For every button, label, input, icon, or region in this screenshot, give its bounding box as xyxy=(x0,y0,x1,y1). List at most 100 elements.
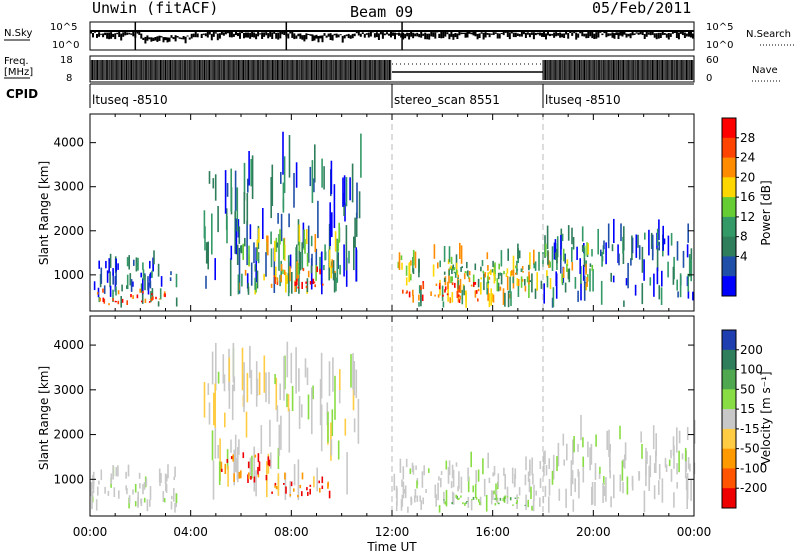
data-streak xyxy=(132,295,134,299)
data-streak xyxy=(278,424,281,456)
data-streak xyxy=(165,476,167,489)
data-streak xyxy=(606,430,608,450)
data-streak xyxy=(498,263,500,270)
colorbar-swatch xyxy=(722,157,736,178)
data-streak xyxy=(355,212,358,237)
data-streak xyxy=(693,419,696,444)
data-streak xyxy=(102,297,105,302)
data-streak xyxy=(686,427,689,440)
data-streak xyxy=(224,170,227,214)
data-streak xyxy=(425,489,427,493)
data-streak xyxy=(112,465,114,480)
noise-sample xyxy=(232,33,235,37)
y-tick-label: 1000 xyxy=(53,268,84,282)
data-streak xyxy=(306,367,309,386)
data-streak xyxy=(265,252,267,277)
data-streak xyxy=(320,352,323,399)
data-streak xyxy=(562,267,565,278)
data-streak xyxy=(532,473,534,485)
data-streak xyxy=(234,434,237,473)
data-streak xyxy=(477,288,480,292)
nsearch-tick-bottom: 10^0 xyxy=(706,40,733,51)
data-streak xyxy=(238,439,240,455)
noise-sample xyxy=(188,37,191,40)
data-streak xyxy=(132,489,134,495)
data-streak xyxy=(560,255,562,274)
noise-sample xyxy=(690,32,692,38)
data-streak xyxy=(312,385,314,400)
data-streak xyxy=(102,288,104,293)
data-streak xyxy=(149,280,152,289)
data-streak xyxy=(205,242,208,264)
data-streak xyxy=(494,498,496,500)
data-streak xyxy=(162,491,165,502)
data-streak xyxy=(149,298,152,301)
noise-sample xyxy=(96,34,98,38)
noise-sample xyxy=(464,32,467,38)
noise-sample xyxy=(589,31,592,37)
colorbar-swatch xyxy=(722,118,736,139)
data-streak xyxy=(655,433,657,456)
data-streak xyxy=(95,499,98,511)
data-streak xyxy=(126,285,128,289)
data-streak xyxy=(589,268,591,292)
data-streak xyxy=(299,484,302,489)
data-streak xyxy=(485,495,488,512)
data-streak xyxy=(284,355,286,390)
data-streak xyxy=(484,272,486,278)
data-streak xyxy=(416,495,419,502)
noise-sample xyxy=(224,31,227,35)
data-streak xyxy=(448,268,450,284)
data-streak xyxy=(658,219,660,240)
data-streak xyxy=(217,445,219,459)
data-streak xyxy=(421,471,424,488)
data-streak xyxy=(307,491,309,496)
data-streak xyxy=(128,255,130,270)
data-streak xyxy=(290,481,293,487)
data-streak xyxy=(148,301,151,303)
noise-sample xyxy=(154,37,157,41)
data-streak xyxy=(149,499,151,507)
data-streak xyxy=(658,285,661,300)
noise-sample xyxy=(428,33,431,40)
noise-sample xyxy=(158,35,161,41)
data-streak xyxy=(444,286,447,291)
data-streak xyxy=(482,458,484,475)
data-streak xyxy=(151,288,154,297)
data-streak xyxy=(420,294,422,303)
data-streak xyxy=(328,249,331,268)
data-streak xyxy=(422,282,425,290)
noise-sample xyxy=(498,33,501,39)
data-streak xyxy=(516,500,518,503)
data-streak xyxy=(282,182,285,213)
data-streak xyxy=(331,212,333,238)
data-streak xyxy=(580,414,582,441)
data-streak xyxy=(457,295,460,303)
data-streak xyxy=(474,263,477,271)
noise-sample xyxy=(543,31,545,37)
data-streak xyxy=(492,260,494,268)
data-streak xyxy=(686,473,689,500)
data-streak xyxy=(316,467,318,492)
data-streak xyxy=(311,160,314,203)
data-streak xyxy=(92,475,94,489)
data-streak xyxy=(217,371,220,384)
data-streak xyxy=(611,244,614,252)
data-streak xyxy=(445,489,448,507)
data-streak xyxy=(455,262,458,270)
noise-sample xyxy=(287,33,290,39)
data-streak xyxy=(98,260,100,269)
data-streak xyxy=(250,476,252,480)
data-streak xyxy=(254,454,257,458)
data-streak xyxy=(474,290,477,298)
data-streak xyxy=(418,294,420,301)
noise-sample xyxy=(126,32,129,35)
power-y-axis-title: Slant Range [km] xyxy=(37,161,51,265)
data-streak xyxy=(208,171,211,184)
data-streak xyxy=(490,490,493,505)
data-streak xyxy=(307,270,310,278)
data-streak xyxy=(572,439,574,465)
noise-sample xyxy=(104,32,107,36)
data-streak xyxy=(605,477,607,502)
data-streak xyxy=(245,411,248,438)
